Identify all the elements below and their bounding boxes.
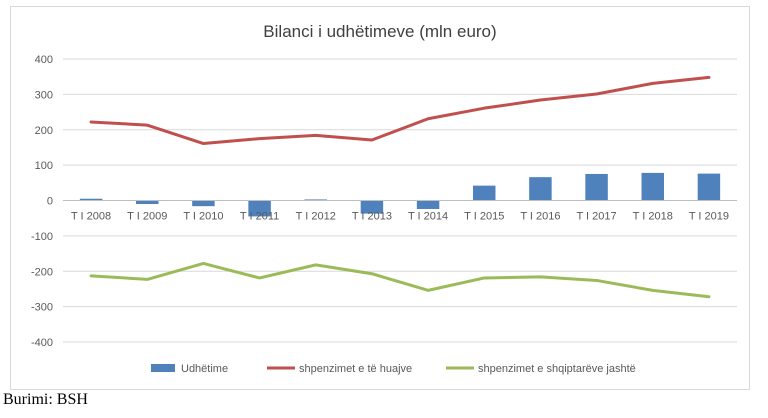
- bars-layer: [79, 172, 721, 217]
- x-tick-label: T I 2015: [464, 211, 504, 223]
- x-tick-labels: T I 2008 T I 2009 T I 2010 T I 2011 T I 2012…: [71, 211, 729, 223]
- bar: [248, 200, 271, 217]
- bar: [360, 200, 384, 214]
- bar: [585, 173, 608, 201]
- bar: [697, 173, 721, 201]
- bar: [529, 177, 552, 201]
- chart-title: Bilanci i udhëtimeve (mln euro): [263, 22, 496, 41]
- x-tick-label: T I 2019: [689, 211, 729, 223]
- y-tick-label: -100: [31, 231, 53, 243]
- x-tick-label: T I 2018: [633, 211, 673, 223]
- y-tick-label: 200: [35, 125, 53, 137]
- legend-label: Udhëtime: [181, 363, 228, 375]
- legend-swatch: [151, 364, 175, 372]
- bar: [641, 172, 664, 201]
- bar: [473, 185, 496, 201]
- y-tick-label: -200: [31, 266, 53, 278]
- series-line-2: [89, 261, 711, 299]
- y-tick-label: 300: [35, 89, 53, 101]
- lines-layer: [89, 75, 711, 299]
- bar: [192, 200, 215, 207]
- bar: [304, 199, 327, 201]
- chart-svg: Bilanci i udhëtimeve (mln euro) 400 300 20…: [31, 22, 737, 375]
- x-tick-label: T I 2013: [352, 211, 392, 223]
- y-tick-label: -400: [31, 337, 53, 349]
- x-tick-label: T I 2008: [71, 211, 111, 223]
- x-tick-label: T I 2009: [127, 211, 167, 223]
- y-tick-label: -300: [31, 302, 53, 314]
- x-tick-label: T I 2012: [296, 211, 336, 223]
- x-tick-label: T I 2010: [183, 211, 223, 223]
- x-tick-label: T I 2017: [576, 211, 616, 223]
- source-note: Burimi: BSH: [3, 391, 88, 408]
- y-tick-label: 0: [47, 196, 53, 208]
- chart-frame: Bilanci i udhëtimeve (mln euro) 400 300 20…: [10, 6, 750, 390]
- legend: Udhëtime shpenzimet e të huajve shpenzimet…: [151, 363, 636, 375]
- legend-label: shpenzimet e shqiptarëve jashtë: [478, 363, 636, 375]
- legend-label: shpenzimet e të huajve: [299, 363, 412, 375]
- x-tick-label: T I 2011: [240, 211, 279, 223]
- bar: [79, 198, 103, 201]
- bar: [416, 200, 440, 209]
- x-tick-label: T I 2014: [408, 211, 448, 223]
- y-tick-label: 400: [35, 54, 53, 66]
- x-tick-label: T I 2016: [520, 211, 560, 223]
- y-tick-label: 100: [35, 160, 53, 172]
- bar: [136, 200, 159, 205]
- series-line-1: [89, 75, 711, 146]
